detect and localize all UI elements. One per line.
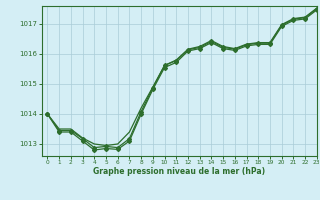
X-axis label: Graphe pression niveau de la mer (hPa): Graphe pression niveau de la mer (hPa) xyxy=(93,167,265,176)
